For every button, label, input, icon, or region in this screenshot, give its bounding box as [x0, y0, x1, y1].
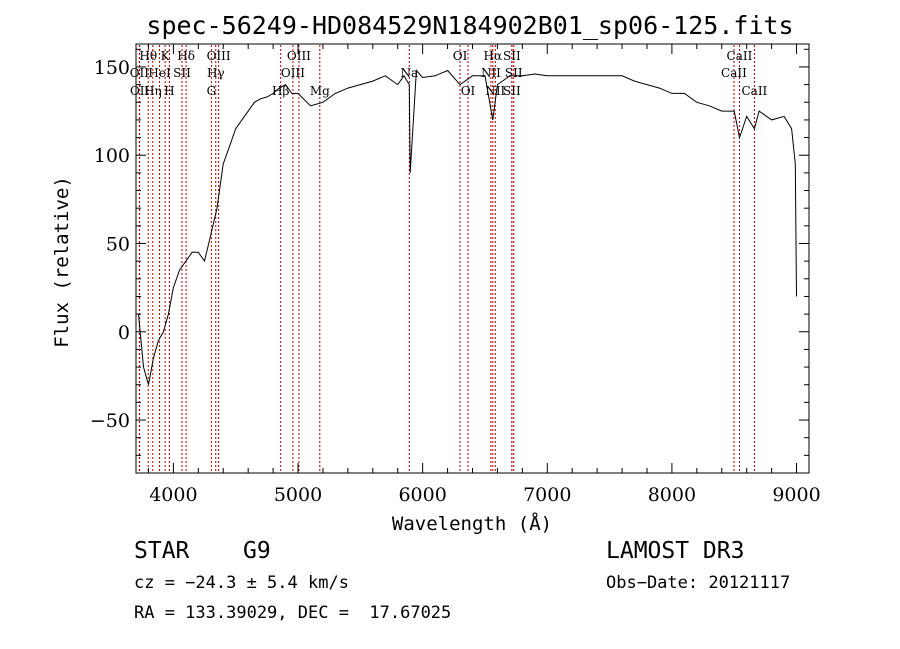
spectrum-line: [138, 69, 797, 385]
line-marker-label: K: [161, 49, 171, 63]
x-axis-label: Wavelength (Å): [392, 512, 552, 535]
line-marker-label: OI: [453, 49, 468, 63]
observation-date: Obs−Date: 20121117: [606, 573, 791, 593]
line-markers: [138, 45, 755, 472]
y-tick-label: 100: [94, 145, 130, 167]
coordinates-text: RA = 133.39029, DEC = 17.67025: [134, 603, 452, 623]
line-marker-label: OII: [130, 66, 150, 80]
line-marker-label: CaII: [727, 49, 753, 63]
plot-frame: [135, 43, 810, 474]
y-axis: −50 0 50 100 150: [90, 48, 809, 456]
line-marker-labels: Hθ OII OII K HeI Hη H Hδ SII OIII Hγ G OIII OIII Hβ Mg N…: [130, 49, 768, 98]
line-marker-label: Hγ: [207, 66, 225, 80]
line-marker-label: Hη: [144, 84, 162, 98]
line-marker-label: SII: [173, 66, 191, 80]
line-marker-label: OI: [461, 84, 476, 98]
line-marker-label: CaII: [741, 84, 767, 98]
line-marker-label: NII: [485, 84, 505, 98]
x-tick-label: 6000: [398, 484, 446, 506]
line-marker-label: Hα: [484, 49, 503, 63]
line-marker-label: Mg: [310, 84, 330, 98]
line-marker-label: OIII: [287, 49, 311, 63]
x-axis: 4000 5000 6000 7000 8000 9000: [147, 44, 821, 506]
object-class: STAR: [134, 538, 190, 564]
survey-name: LAMOST DR3: [606, 538, 745, 564]
x-tick-label: 4000: [149, 484, 197, 506]
line-marker-label: OII: [130, 84, 150, 98]
line-marker-label: SII: [503, 84, 521, 98]
x-tick-label: 7000: [523, 484, 571, 506]
chart-title: spec-56249-HD084529N184902B01_sp06-125.f…: [146, 11, 793, 40]
line-marker-label: G: [207, 84, 217, 98]
line-marker-label: Hβ: [272, 84, 289, 98]
object-subclass: G9: [243, 538, 271, 564]
line-marker-label: Hδ: [177, 49, 195, 63]
y-axis-label: Flux (relative): [51, 176, 73, 348]
line-marker-label: CaII: [721, 66, 747, 80]
x-tick-label: 5000: [274, 484, 322, 506]
y-tick-label: 0: [118, 322, 130, 344]
x-tick-label: 9000: [772, 484, 820, 506]
line-marker-label: NII: [481, 66, 501, 80]
y-tick-label: −50: [90, 410, 130, 432]
redshift-text: cz = −24.3 ± 5.4 km/s: [134, 573, 349, 593]
x-tick-label: 8000: [648, 484, 696, 506]
line-marker-label: Hθ: [139, 49, 157, 63]
line-marker-label: OIII: [281, 66, 305, 80]
line-marker-label: OIII: [207, 49, 231, 63]
y-tick-label: 150: [94, 57, 130, 79]
line-marker-label: H: [164, 84, 174, 98]
line-marker-label: HeI: [148, 66, 171, 80]
y-tick-label: 50: [106, 233, 130, 255]
line-marker-label: SII: [503, 49, 521, 63]
